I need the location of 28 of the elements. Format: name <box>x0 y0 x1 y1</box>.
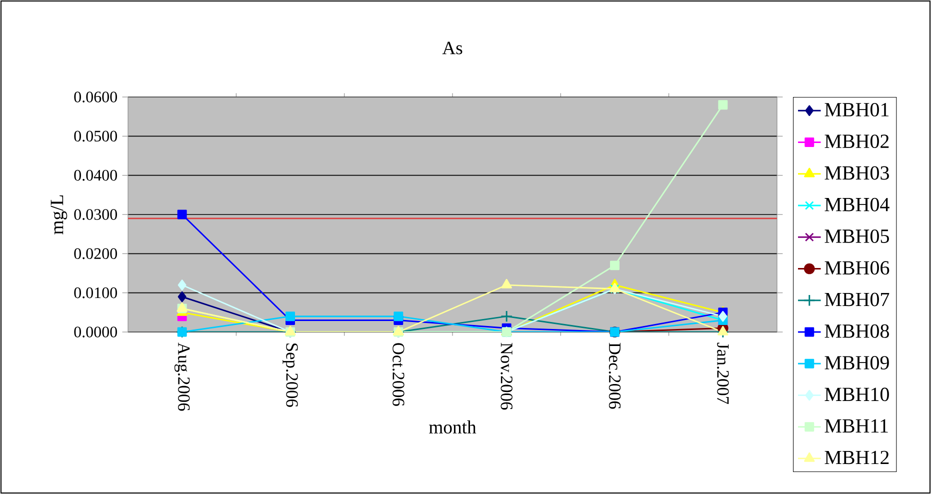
legend-label: MBH01 <box>824 102 889 116</box>
y-tick-label: 0.0600 <box>74 92 117 102</box>
legend-label: MBH06 <box>824 261 890 275</box>
legend-label: MBH02 <box>824 134 889 148</box>
x-tick-label: Jan.2007 <box>717 342 729 404</box>
y-tick-label: 0.0400 <box>74 170 117 181</box>
x-tick-label: Sep.2006 <box>282 344 298 407</box>
x-tick-label: Nov.2006 <box>500 342 512 410</box>
legend-label: MBH08 <box>824 324 889 338</box>
x-tick-label: Aug.2006 <box>174 342 190 411</box>
legend-label: MBH10 <box>824 388 889 402</box>
legend-label: MBH03 <box>824 166 889 180</box>
y-tick-label: 0.0200 <box>74 248 117 260</box>
y-axis-title: mg/L <box>50 195 68 234</box>
y-tick-label: 0.0500 <box>74 130 117 142</box>
x-tick-label: Dec.2006 <box>608 342 621 409</box>
legend-label: MBH12 <box>824 450 889 464</box>
legend-label: MBH05 <box>824 229 889 243</box>
y-tick-label: 0.0100 <box>74 287 117 298</box>
x-tick-label: Oct.2006 <box>392 343 404 406</box>
legend-label: MBH07 <box>824 292 890 306</box>
legend-label: MBH09 <box>824 356 889 370</box>
y-tick-label: 0.0000 <box>74 326 117 338</box>
legend-label: MBH11 <box>824 419 888 433</box>
chart-title: As <box>442 42 462 54</box>
legend-label: MBH04 <box>824 198 890 212</box>
y-tick-label: 0.0300 <box>74 209 117 220</box>
x-axis-title: month <box>429 420 476 434</box>
